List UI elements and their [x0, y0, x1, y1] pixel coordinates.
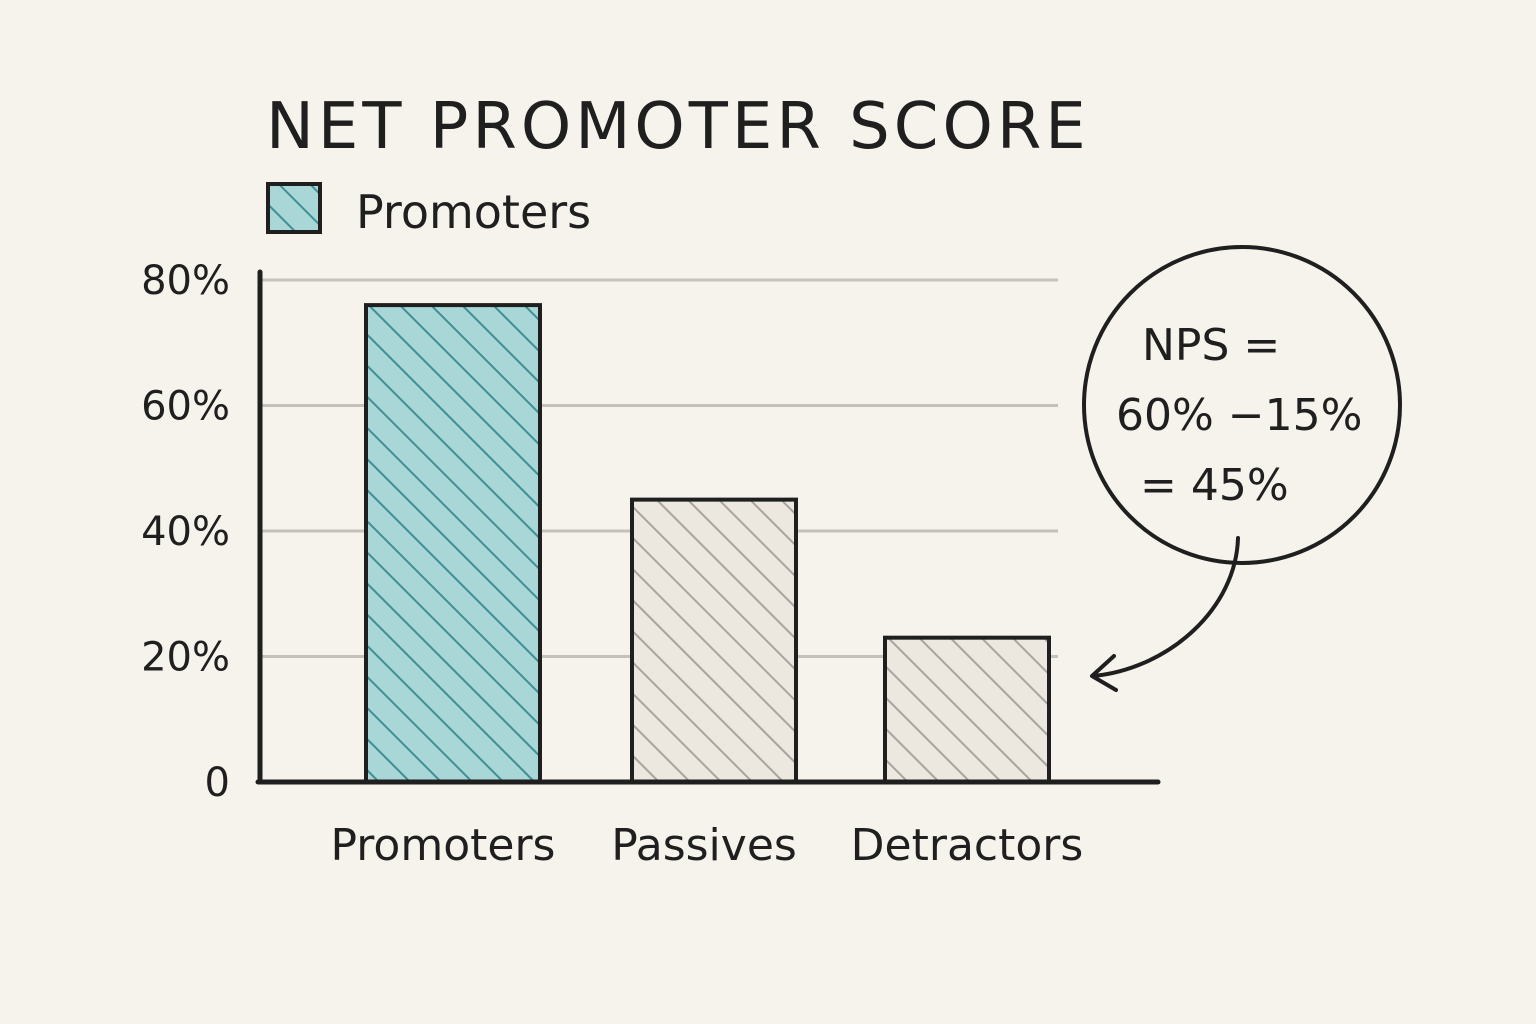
bar-promoters	[364, 303, 542, 784]
annotation-arrow-curve	[1092, 536, 1240, 678]
annotation-line-2: 60% −15%	[1116, 390, 1362, 441]
annotation-circle	[1082, 245, 1402, 565]
x-axis-categories: Promoters Passives Detractors	[331, 820, 1084, 871]
bars	[364, 303, 1051, 784]
x-category-promoters: Promoters	[331, 820, 556, 871]
annotation-line-1: NPS =	[1142, 320, 1280, 371]
y-tick-label: 80%	[141, 258, 230, 304]
y-tick-label: 20%	[141, 635, 230, 681]
y-axis-ticks: 0 20% 40% 60% 80%	[141, 258, 230, 806]
legend: Promoters	[266, 182, 591, 239]
annotation-line-3: = 45%	[1140, 460, 1289, 511]
legend-swatch-promoters	[266, 182, 322, 234]
annotation-arrowhead	[1090, 654, 1118, 692]
nps-annotation: NPS = 60% −15% = 45%	[1082, 245, 1402, 692]
x-category-passives: Passives	[611, 820, 797, 871]
y-tick-label: 0	[205, 760, 230, 806]
x-category-detractors: Detractors	[851, 820, 1084, 871]
bar-detractors	[883, 635, 1051, 784]
bar-passives	[630, 497, 798, 784]
y-tick-label: 60%	[141, 384, 230, 430]
chart-title: NET PROMOTER SCORE	[266, 90, 1090, 164]
legend-label-promoters: Promoters	[356, 185, 591, 239]
y-tick-label: 40%	[141, 509, 230, 555]
